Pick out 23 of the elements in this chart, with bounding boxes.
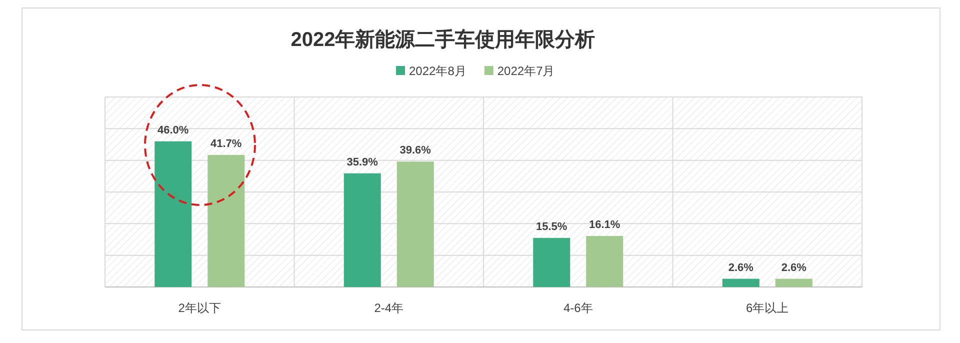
bar [775,278,812,287]
data-label: 15.5% [536,220,568,233]
x-tick-label: 4-6年 [563,301,593,315]
legend-label: 2022年8月 [409,64,466,78]
data-label: 16.1% [589,219,620,232]
data-label: 2.6% [728,262,754,274]
data-label: 39.6% [400,144,432,157]
bar [344,173,381,287]
bar [208,154,245,287]
data-label: 41.7% [210,138,242,150]
bar [722,278,760,287]
data-label: 2.6% [781,262,807,274]
data-label: 35.9% [346,156,378,168]
bar [396,162,434,287]
x-tick-label: 6年以上 [746,301,789,315]
bar [154,141,192,287]
data-label: 46.0% [158,124,189,136]
legend-label: 2022年7月 [497,64,555,78]
bar [586,236,624,287]
chart-title: 2022年新能源二手车使用年限分析 [290,28,596,51]
x-tick-label: 2年以下 [178,301,221,315]
bar [533,238,570,287]
x-tick-label: 2-4年 [374,301,404,315]
